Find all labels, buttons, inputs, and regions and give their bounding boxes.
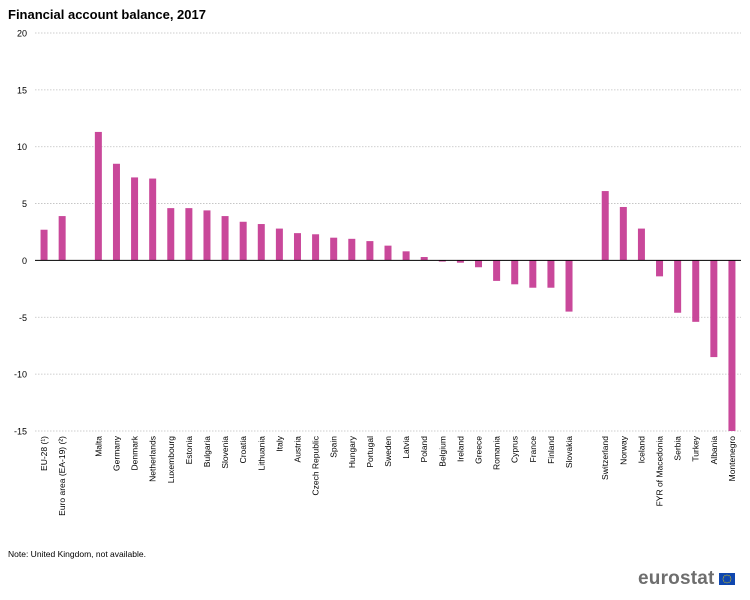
x-tick-label: Germany bbox=[111, 435, 121, 471]
bar bbox=[475, 260, 483, 268]
x-tick-label: Norway bbox=[618, 435, 628, 465]
bar bbox=[149, 178, 157, 261]
bar bbox=[239, 221, 247, 261]
x-tick-label: Malta bbox=[93, 436, 103, 457]
x-tick-label: Latvia bbox=[401, 436, 411, 459]
logo-text: eurostat bbox=[638, 568, 715, 589]
x-tick-label: EU-28 (¹) bbox=[39, 436, 49, 471]
bar bbox=[710, 260, 718, 358]
chart-title: Financial account balance, 2017 bbox=[8, 7, 206, 22]
x-tick-label: Italy bbox=[274, 435, 284, 451]
bar bbox=[40, 229, 48, 261]
x-tick-label: Sweden bbox=[383, 436, 393, 467]
bar bbox=[692, 260, 700, 322]
eu-flag-icon bbox=[718, 573, 735, 585]
bar bbox=[58, 216, 66, 261]
x-tick-label: Slovakia bbox=[564, 436, 574, 468]
bar bbox=[619, 206, 627, 261]
x-tick-label: Serbia bbox=[673, 436, 683, 461]
bar bbox=[330, 237, 338, 261]
x-tick-label: Portugal bbox=[365, 436, 375, 468]
bar bbox=[384, 245, 392, 261]
bar bbox=[637, 228, 645, 261]
bar bbox=[185, 208, 193, 261]
bar bbox=[131, 177, 139, 261]
x-tick-label: Bulgaria bbox=[202, 436, 212, 467]
bar-chart: -15 -10 -5 0 5 10 15 20 EU-28 (¹) Euro area (EA-1… bbox=[14, 29, 741, 516]
x-tick-label: Euro area (EA-19) (²) bbox=[57, 436, 67, 516]
bar bbox=[656, 260, 664, 277]
x-tick-label: Czech Republic bbox=[311, 435, 321, 495]
x-tick-label: Turkey bbox=[691, 435, 701, 461]
x-tick-label: Slovenia bbox=[220, 436, 230, 469]
x-tick-label: Spain bbox=[329, 436, 339, 458]
bar bbox=[674, 260, 682, 313]
x-tick-label: Iceland bbox=[636, 436, 646, 464]
bar bbox=[402, 251, 410, 261]
y-tick-label: 10 bbox=[17, 142, 27, 152]
x-tick-label: Luxembourg bbox=[166, 436, 176, 484]
bar bbox=[94, 131, 102, 261]
y-tick-label: -15 bbox=[14, 427, 27, 437]
bar bbox=[438, 260, 446, 262]
bar bbox=[167, 208, 175, 261]
x-tick-label: Greece bbox=[474, 436, 484, 464]
bar bbox=[312, 234, 320, 261]
x-tick-label: Finland bbox=[546, 436, 556, 464]
bar bbox=[511, 260, 519, 285]
x-tick-label: Albania bbox=[709, 436, 719, 465]
y-tick-label: 0 bbox=[22, 256, 27, 266]
x-tick-label: Belgium bbox=[437, 436, 447, 467]
eurostat-logo: eurostat bbox=[638, 568, 735, 590]
bar bbox=[420, 257, 428, 261]
x-tick-label: FYR of Macedonia bbox=[655, 436, 665, 507]
footnote: Note: United Kingdom, not available. bbox=[8, 549, 146, 559]
bar bbox=[366, 241, 374, 261]
x-tick-label: Poland bbox=[419, 436, 429, 463]
bar bbox=[493, 260, 501, 281]
bar bbox=[293, 233, 301, 261]
x-tick-label: Romania bbox=[492, 436, 502, 470]
x-tick-label: Cyprus bbox=[510, 436, 520, 463]
y-tick-label: -10 bbox=[14, 370, 27, 380]
bar bbox=[728, 260, 736, 431]
x-tick-label: Croatia bbox=[238, 436, 248, 464]
x-tick-label: Hungary bbox=[347, 435, 357, 468]
bar bbox=[456, 260, 464, 263]
x-tick-label: Denmark bbox=[130, 435, 140, 470]
bar bbox=[547, 260, 555, 288]
bar bbox=[257, 224, 265, 261]
x-tick-label: Ireland bbox=[455, 436, 465, 462]
bar bbox=[565, 260, 573, 312]
bar bbox=[348, 238, 356, 261]
y-tick-label: 15 bbox=[17, 85, 27, 95]
bar bbox=[275, 228, 283, 261]
bar bbox=[203, 210, 211, 261]
bar bbox=[529, 260, 537, 288]
bar bbox=[221, 216, 229, 261]
bar bbox=[601, 191, 609, 261]
x-tick-label: Estonia bbox=[184, 436, 194, 465]
y-tick-label: 5 bbox=[22, 199, 27, 209]
x-tick-label: Austria bbox=[292, 436, 302, 463]
bar bbox=[112, 163, 120, 261]
y-tick-label: 20 bbox=[17, 29, 27, 39]
y-tick-label: -5 bbox=[19, 313, 27, 323]
x-tick-label: France bbox=[528, 436, 538, 463]
x-tick-label: Netherlands bbox=[148, 436, 158, 482]
x-tick-label: Montenegro bbox=[727, 436, 737, 482]
x-tick-label: Lithuania bbox=[256, 436, 266, 471]
x-tick-label: Switzerland bbox=[600, 436, 610, 480]
